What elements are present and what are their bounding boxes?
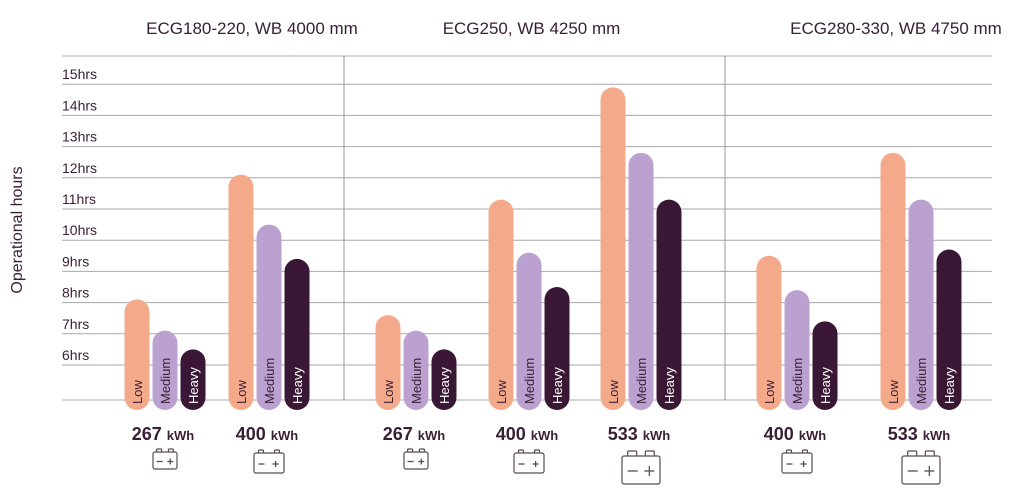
bar-medium [784,290,810,410]
group-title: ECG280-330, WB 4750 mm [790,19,1002,38]
battery-capacity-label: 533 kWh [888,424,951,444]
bar-label-low: Low [886,380,901,404]
bar-heavy [656,199,682,410]
bar-label-medium: Medium [158,358,173,404]
y-axis-label: Operational hours [9,166,26,293]
bar-label-medium: Medium [522,358,537,404]
bar-heavy [544,287,570,410]
group-separators [343,56,726,400]
bar-label-medium: Medium [790,358,805,404]
battery-medium-icon [781,449,813,474]
bar-heavy [936,249,962,410]
battery-large-icon [901,450,941,485]
bar-label-low: Low [130,380,145,404]
bar-label-medium: Medium [262,358,277,404]
battery-capacity-label: 533 kWh [608,424,671,444]
battery-medium-icon [253,449,285,474]
battery-large-icon [621,450,661,485]
y-tick-label: 6hrs [62,347,89,363]
y-tick-label: 15hrs [62,66,97,82]
bar-label-medium: Medium [634,358,649,404]
y-tick-label: 14hrs [62,97,97,113]
bar-heavy [284,258,310,410]
bar-heavy [180,349,206,410]
y-tick-label: 8hrs [62,285,89,301]
battery-capacity-label: 400 kWh [236,424,299,444]
bar-label-low: Low [606,380,621,404]
bar-label-medium: Medium [914,358,929,404]
bar-label-heavy: Heavy [290,367,305,404]
battery-capacity-label: 400 kWh [764,424,827,444]
bar-low [228,174,254,410]
battery-small-icon [152,448,178,470]
bar-heavy [812,321,838,410]
bar-label-low: Low [381,380,396,404]
group-title: ECG180-220, WB 4000 mm [146,19,358,38]
y-tick-labels: 6hrs 7hrs 8hrs 9hrs 10hrs 11hrs 12hrs 13hrs 14hr… [62,66,97,363]
bar-label-heavy: Heavy [662,367,677,404]
bar-label-heavy: Heavy [437,367,452,404]
battery-capacity-label: 267 kWh [132,424,195,444]
bar-medium [256,224,282,410]
battery-small-icon [403,448,429,470]
group-titles: ECG180-220, WB 4000 mm ECG250, WB 4250 mm… [146,19,1002,38]
bar-medium [152,330,178,410]
bar-medium [908,199,934,410]
y-tick-label: 7hrs [62,316,89,332]
bar-label-low: Low [762,380,777,404]
battery-captions: 267 kWh 400 kWh 267 kWh 400 kWh 533 kWh 400 k… [132,424,951,485]
bar-label-low: Low [234,380,249,404]
bar-label-heavy: Heavy [550,367,565,404]
y-tick-label: 13hrs [62,129,97,145]
bar-low [880,152,906,410]
group-title: ECG250, WB 4250 mm [443,19,621,38]
bar-low [124,299,150,410]
bar-medium [628,152,654,410]
bar-label-heavy: Heavy [818,367,833,404]
bar-low [756,255,782,410]
bar-low [600,87,626,410]
bar-medium [403,330,429,410]
bar-label-low: Low [494,380,509,404]
bar-label-heavy: Heavy [942,367,957,404]
bars: Low Medium Heavy Low Medium Heavy Low Medium Hea… [124,87,962,410]
y-tick-label: 9hrs [62,253,89,269]
bar-label-heavy: Heavy [186,367,201,404]
bar-low [488,199,514,410]
battery-capacity-label: 267 kWh [383,424,446,444]
bar-heavy [431,349,457,410]
bar-label-medium: Medium [409,358,424,404]
battery-capacity-label: 400 kWh [496,424,559,444]
bar-medium [516,252,542,410]
battery-medium-icon [513,449,545,474]
bar-low [375,315,401,410]
y-tick-label: 11hrs [62,191,96,207]
y-tick-label: 12hrs [62,160,97,176]
y-tick-label: 10hrs [62,222,97,238]
